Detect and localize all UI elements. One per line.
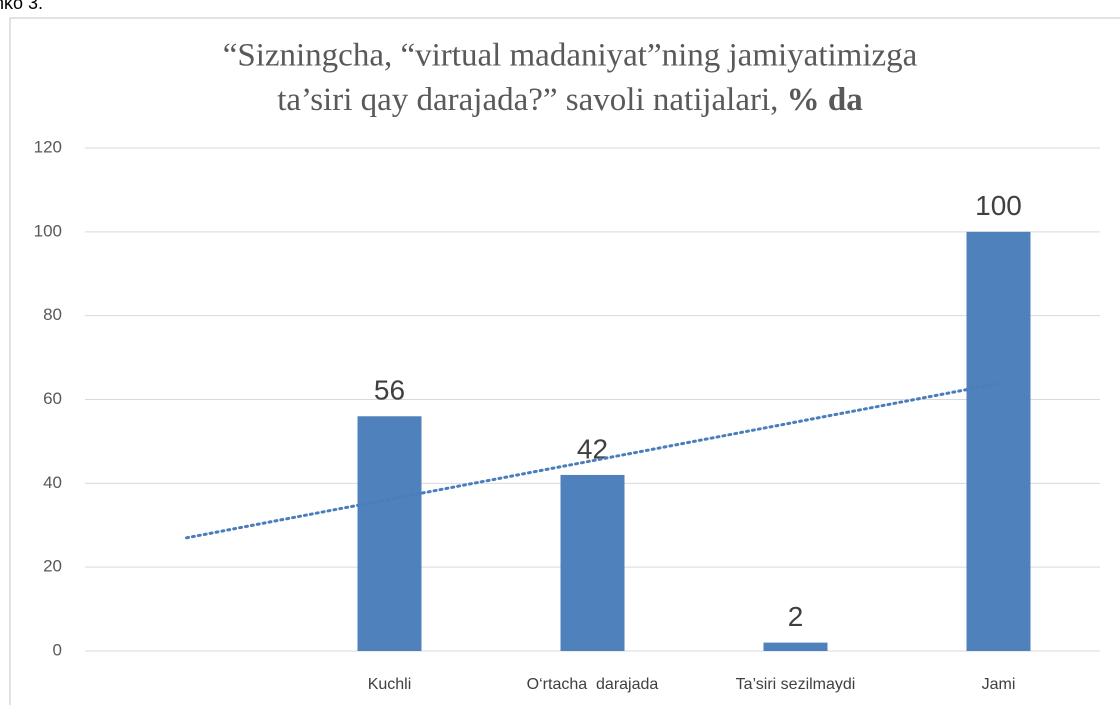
y-tick-label: 20: [43, 557, 62, 576]
chart-title: ta’siri qay darajada?” savoli natijalari…: [277, 82, 863, 118]
y-tick-label: 100: [34, 221, 62, 240]
page-fragment: nko 3.: [0, 0, 43, 13]
data-label: 2: [788, 601, 804, 632]
bar: [560, 474, 625, 651]
y-tick-label: 120: [34, 137, 62, 156]
data-label: 56: [374, 375, 405, 406]
data-label: 42: [577, 433, 608, 464]
bar: [966, 231, 1031, 652]
bar: [763, 642, 828, 651]
chart-title-part: % da: [787, 82, 863, 118]
bar: [357, 416, 422, 651]
x-tick-label: Kuchli: [368, 676, 412, 693]
x-tick-label: Ta’siri sezilmaydi: [736, 676, 856, 693]
x-tick-label: Jami: [982, 676, 1016, 693]
chart-title-part: ta’siri qay darajada?” savoli natijalari…: [277, 82, 786, 118]
x-tick-label: O‘rtacha darajada: [527, 676, 659, 693]
y-tick-label: 40: [43, 473, 62, 492]
data-label: 100: [975, 190, 1022, 221]
chart-title: “Sizningcha, “virtual madaniyat”ning jam…: [223, 38, 918, 74]
trendline: [185, 382, 1000, 540]
y-tick-label: 60: [43, 389, 62, 408]
y-tick-label: 80: [43, 305, 62, 324]
y-tick-label: 0: [53, 640, 62, 659]
chart-border: [9, 17, 1120, 705]
